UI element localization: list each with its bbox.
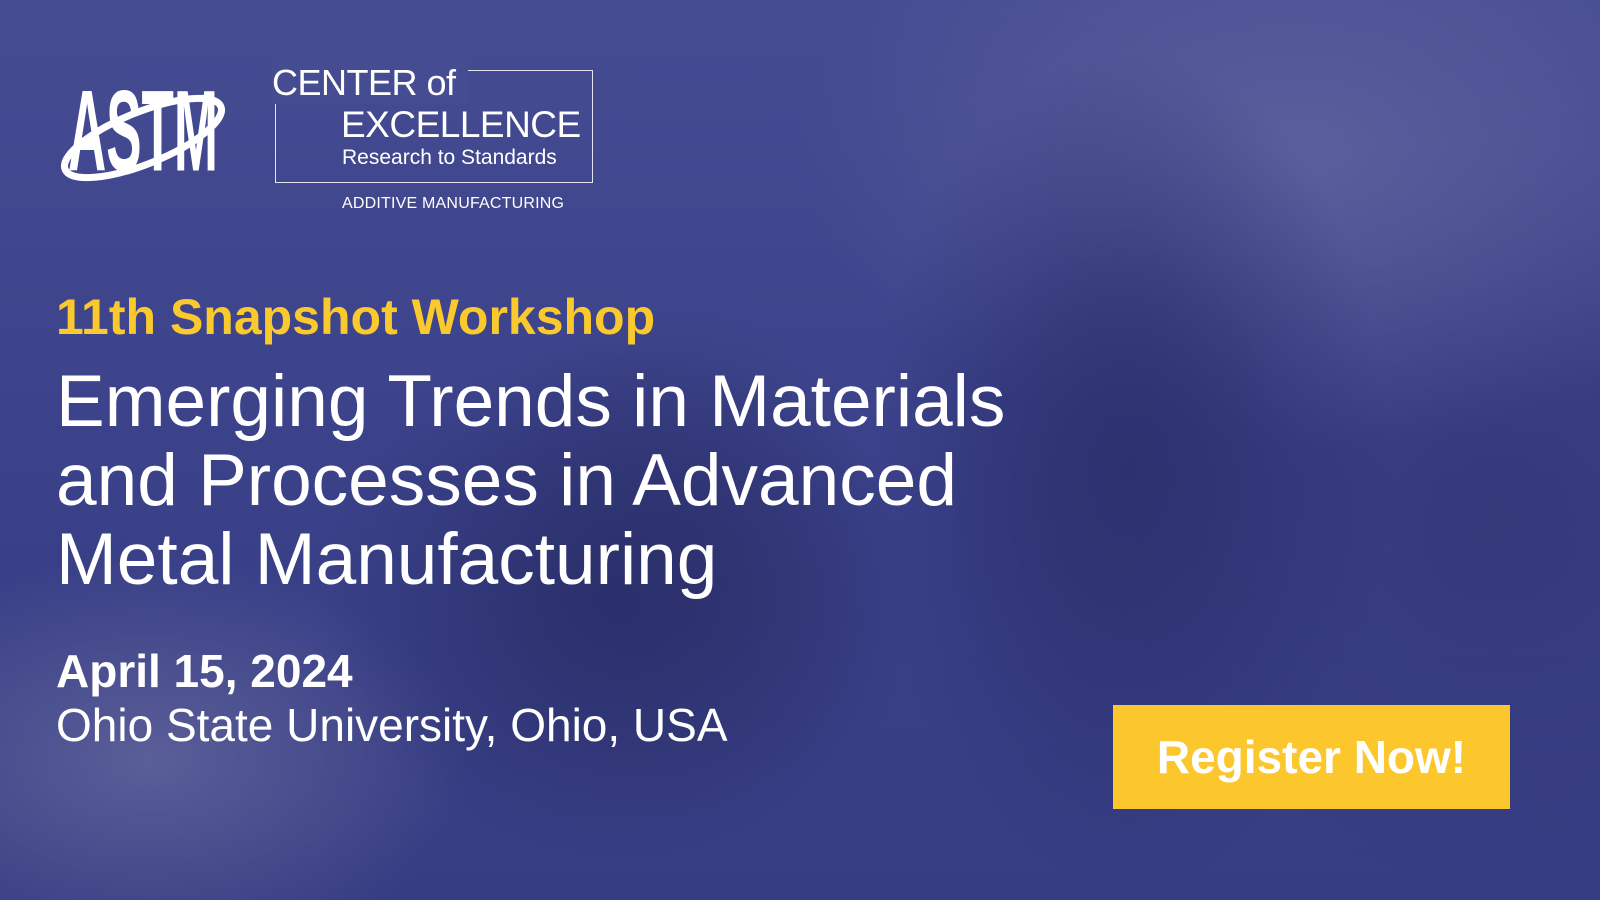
coe-line2: EXCELLENCE [341, 104, 581, 145]
title-line: Metal Manufacturing [56, 519, 718, 600]
svg-text:ASTM: ASTM [68, 68, 218, 196]
background-cylinder-part [950, 250, 1290, 750]
workshop-subtitle: 11th Snapshot Workshop [56, 289, 656, 345]
event-location: Ohio State University, Ohio, USA [56, 699, 728, 751]
coe-line3: Research to Standards [342, 146, 557, 169]
event-title: Emerging Trends in Materials and Process… [56, 362, 1005, 599]
coe-line1: CENTER of [272, 62, 468, 104]
register-now-button[interactable]: Register Now! [1113, 705, 1510, 809]
coe-division: ADDITIVE MANUFACTURING [342, 195, 565, 212]
background-lattice-part [440, 300, 900, 820]
title-line: Emerging Trends in Materials [56, 361, 1006, 442]
astm-logo: ASTM [61, 68, 225, 196]
event-date: April 15, 2024 [56, 645, 353, 697]
register-label: Register Now! [1156, 731, 1467, 783]
title-line: and Processes in Advanced [56, 440, 957, 521]
